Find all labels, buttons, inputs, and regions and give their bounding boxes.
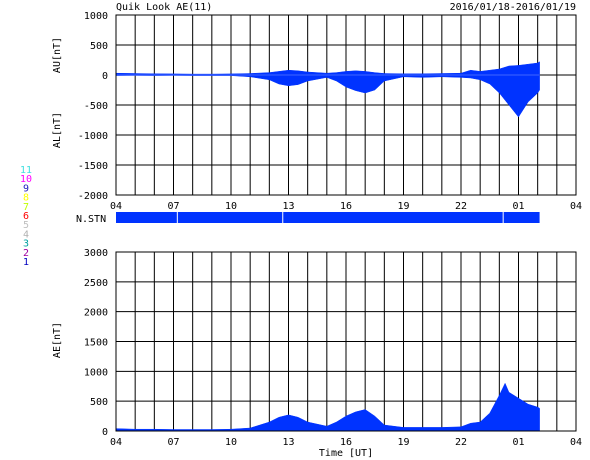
- station-legend-item: 10: [20, 174, 32, 185]
- y-tick-label: 1500: [84, 338, 108, 349]
- y-tick-label: -500: [84, 101, 108, 112]
- au-axis-label: AU[nT]: [52, 37, 63, 73]
- y-tick-label: 2000: [84, 308, 108, 319]
- station-legend-item: 8: [23, 193, 29, 204]
- x-tick-label: 16: [340, 201, 352, 212]
- plot-frame: [115, 251, 577, 432]
- station-legend-item: 5: [23, 220, 29, 231]
- date-range: 2016/01/18-2016/01/19: [450, 2, 576, 13]
- station-legend-item: 9: [23, 183, 29, 194]
- x-axis-label: Time [UT]: [319, 448, 373, 459]
- x-tick-label: 13: [282, 201, 294, 212]
- station-legend-item: 4: [23, 229, 29, 240]
- ae-series-area: [115, 382, 540, 432]
- x-tick-label: 04: [110, 437, 122, 448]
- y-tick-label: -1500: [78, 161, 108, 172]
- al-axis-label: AL[nT]: [52, 112, 63, 148]
- x-tick-label: 16: [340, 437, 352, 448]
- ae-axis-label: AE[nT]: [52, 322, 63, 358]
- station-count-bar: [116, 212, 540, 223]
- x-tick-label: 04: [110, 201, 122, 212]
- station-legend-item: 1: [23, 257, 29, 268]
- x-tick-label: 04: [570, 201, 582, 212]
- x-tick-label: 10: [225, 201, 237, 212]
- y-tick-label: 500: [90, 41, 108, 52]
- x-tick-label: 07: [167, 437, 179, 448]
- y-tick-label: -2000: [78, 191, 108, 202]
- x-tick-label: 04: [570, 437, 582, 448]
- station-legend-item: 7: [23, 202, 29, 213]
- station-legend-item: 2: [23, 248, 29, 259]
- y-tick-label: 3000: [84, 248, 108, 259]
- station-legend-item: 11: [20, 165, 32, 176]
- y-tick-label: 1000: [84, 367, 108, 378]
- y-tick-label: 2500: [84, 278, 108, 289]
- chart-title: Quik Look AE(11): [116, 2, 212, 13]
- y-tick-label: 0: [102, 71, 108, 82]
- x-tick-label: 07: [167, 201, 179, 212]
- x-tick-label: 01: [512, 201, 524, 212]
- au-series-area: [115, 61, 540, 76]
- y-tick-label: 0: [102, 427, 108, 438]
- y-tick-label: 500: [90, 397, 108, 408]
- x-tick-label: 19: [397, 437, 409, 448]
- x-tick-label: 19: [397, 201, 409, 212]
- station-bar-label: N.STN: [76, 214, 106, 225]
- station-legend-item: 3: [23, 239, 29, 250]
- x-tick-label: 10: [225, 437, 237, 448]
- x-tick-label: 13: [282, 437, 294, 448]
- x-tick-label: 22: [455, 201, 467, 212]
- station-bar: [116, 212, 540, 223]
- station-legend-item: 6: [23, 211, 29, 222]
- plot-frame: [115, 14, 577, 196]
- x-tick-label: 22: [455, 437, 467, 448]
- al-series-area: [115, 74, 540, 118]
- y-tick-label: -1000: [78, 131, 108, 142]
- x-tick-label: 01: [512, 437, 524, 448]
- y-tick-label: 1000: [84, 11, 108, 22]
